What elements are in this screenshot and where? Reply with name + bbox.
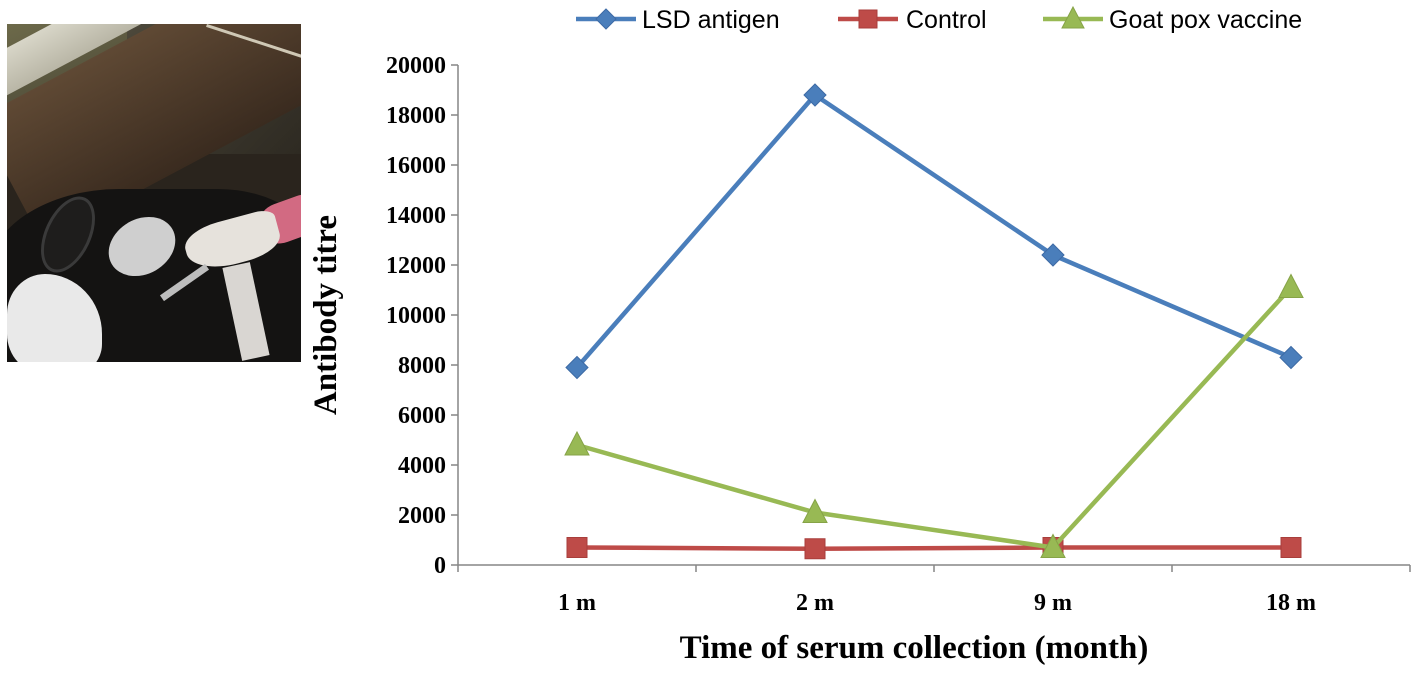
data-point <box>564 430 590 456</box>
data-point <box>1041 243 1065 267</box>
y-tick-label: 6000 <box>398 403 446 429</box>
y-tick-label: 16000 <box>386 153 446 179</box>
series-line <box>576 545 1291 551</box>
x-tick-label: 18 m <box>1266 590 1316 616</box>
series-goat-pox-vaccine <box>564 273 1304 558</box>
y-tick-label: 12000 <box>386 253 446 279</box>
x-axis-title: Time of serum collection (month) <box>680 630 1149 666</box>
data-point <box>802 498 828 523</box>
chart-axes: 0 2000 4000 6000 8000 10000 12000 14000 16000 180… <box>386 53 1411 616</box>
y-tick-label: 0 <box>434 553 446 579</box>
data-point <box>1279 345 1303 370</box>
series-line <box>576 285 1293 550</box>
legend-marker <box>858 9 878 29</box>
data-point <box>804 538 826 560</box>
data-point <box>1278 273 1304 298</box>
data-point <box>565 355 589 380</box>
legend-label: Control <box>906 6 987 34</box>
x-tick-label: 9 m <box>1034 590 1072 616</box>
y-tick-label: 2000 <box>398 503 446 529</box>
y-tick-label: 8000 <box>398 353 446 379</box>
series-line <box>575 92 1292 369</box>
y-tick-label: 18000 <box>386 103 446 129</box>
series-control <box>566 537 1302 560</box>
y-axis-title: Antibody titre <box>308 215 344 415</box>
chart-series <box>564 83 1304 560</box>
x-tick-label: 2 m <box>796 590 834 616</box>
series-lsd-antigen <box>565 83 1303 380</box>
y-tick-label: 4000 <box>398 453 446 479</box>
legend-item: Goat pox vaccine <box>1043 5 1302 34</box>
data-point <box>1040 533 1066 558</box>
legend-label: LSD antigen <box>642 6 780 34</box>
data-point <box>566 537 588 558</box>
y-tick-label: 20000 <box>386 53 446 79</box>
data-point <box>1280 537 1302 558</box>
cattle-vaccination-photo <box>7 24 301 362</box>
legend-item: LSD antigen <box>576 6 780 34</box>
data-point <box>803 83 827 107</box>
x-tick-label: 1 m <box>558 590 596 616</box>
legend-marker <box>1061 5 1085 29</box>
y-tick-label: 14000 <box>386 203 446 229</box>
y-tick-label: 10000 <box>386 303 446 329</box>
chart-legend: LSD antigen Control Goat pox vaccine <box>576 5 1302 34</box>
legend-label: Goat pox vaccine <box>1109 6 1302 34</box>
legend-item: Control <box>838 6 987 34</box>
legend-marker <box>595 8 617 30</box>
